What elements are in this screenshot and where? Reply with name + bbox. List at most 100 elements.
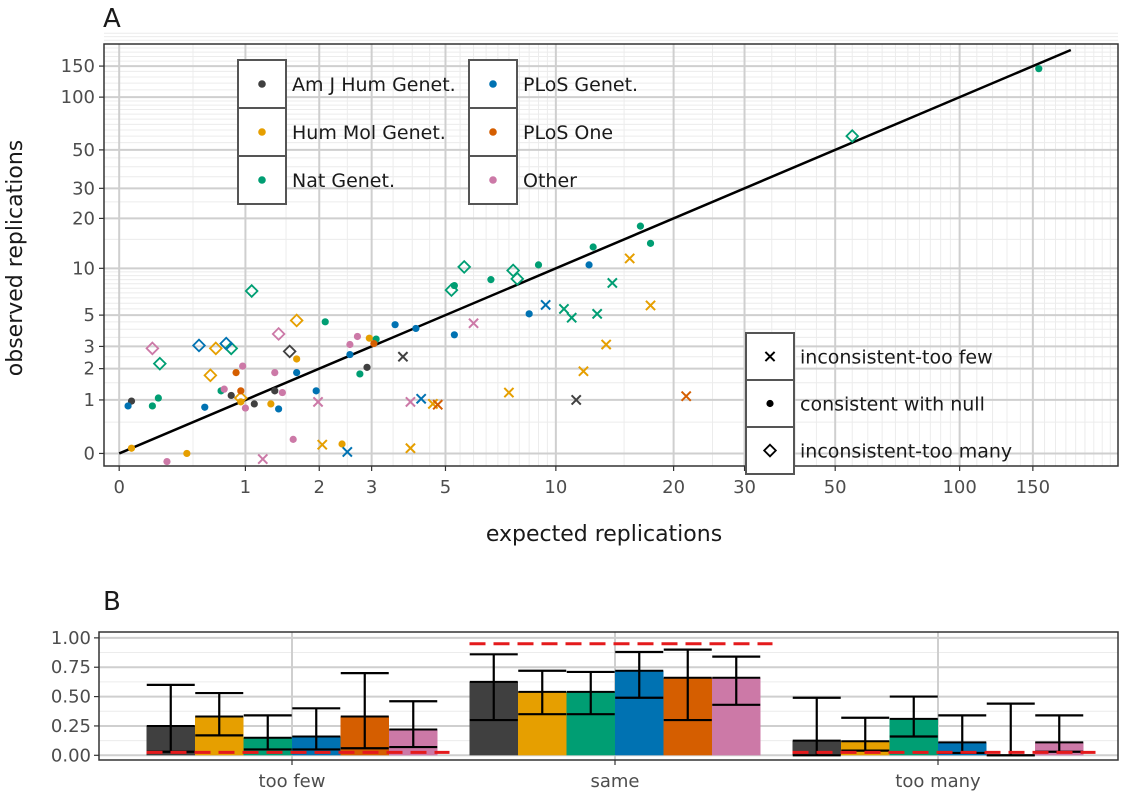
data-point (636, 222, 645, 230)
data-point (353, 332, 362, 341)
y-tick-label: 100 (61, 87, 95, 108)
data-point (589, 243, 597, 251)
legend-swatch (258, 176, 266, 184)
identity-line (118, 48, 1072, 455)
data-point (239, 362, 247, 370)
data-point (365, 334, 373, 342)
data-point (450, 281, 458, 290)
data-point (316, 439, 328, 451)
data-point (293, 368, 301, 377)
legend-label: consistent with null (800, 394, 985, 416)
data-point (405, 396, 416, 408)
legend-label: inconsistent-too many (800, 441, 1012, 463)
data-point (510, 271, 525, 286)
data-point (591, 308, 603, 320)
data-point (432, 399, 444, 411)
data-point (680, 390, 692, 402)
x-tick-label: 1 (240, 477, 251, 498)
panel-a-border (103, 43, 1119, 467)
data-point (607, 277, 618, 289)
y-tick-label: 2 (84, 359, 95, 380)
data-point (282, 344, 297, 359)
data-point (540, 299, 551, 311)
x-tick-label: too many (895, 771, 981, 792)
data-point (232, 368, 240, 377)
data-point (289, 435, 297, 443)
data-point (244, 283, 259, 299)
data-point (624, 253, 636, 264)
data-point (293, 355, 301, 363)
legend-shape (762, 443, 778, 458)
legend-swatch (489, 128, 497, 136)
data-point (145, 341, 160, 356)
data-point (203, 368, 218, 383)
y-tick-label: 50 (72, 140, 95, 161)
x-axis-label: expected replications (486, 522, 722, 547)
data-point (271, 368, 279, 377)
data-point (645, 300, 656, 311)
data-point (208, 341, 223, 356)
data-point (391, 321, 399, 329)
data-point (163, 457, 171, 466)
legend-swatch (258, 128, 266, 136)
data-point (271, 326, 286, 342)
data-point (312, 396, 324, 408)
legend-label: PLoS One (523, 122, 613, 144)
x-tick-label: 10 (544, 477, 567, 498)
data-point (578, 365, 589, 377)
legend-label: Nat Genet. (292, 170, 395, 192)
data-point (237, 398, 245, 406)
data-point (457, 259, 472, 274)
data-point (183, 449, 191, 458)
data-point (346, 340, 354, 349)
y-tick-label: 3 (84, 336, 95, 357)
data-point (585, 261, 593, 269)
x-tick-label: 50 (824, 477, 847, 498)
data-point (233, 390, 248, 406)
data-point (219, 336, 234, 351)
x-tick-label: 2 (314, 477, 325, 498)
data-point (450, 331, 458, 339)
y-tick-label: 1.00 (51, 628, 91, 649)
data-point (525, 310, 533, 318)
x-tick-label: 5 (440, 477, 451, 498)
data-point (646, 239, 655, 247)
shape-legend: inconsistent-too few consistent with null… (745, 332, 1012, 475)
data-point (124, 402, 132, 410)
data-point (220, 385, 228, 393)
x-tick-label: 0 (113, 477, 124, 498)
data-point (275, 405, 283, 413)
y-tick-label: 0.00 (51, 745, 91, 766)
data-point (566, 312, 578, 324)
legend-swatch (489, 80, 497, 88)
panel-b-label: B (103, 587, 121, 617)
x-tick-label: 3 (366, 477, 377, 498)
data-point (250, 400, 258, 408)
legend-label: Hum Mol Genet. (292, 122, 446, 144)
data-point (487, 276, 495, 284)
y-tick-label: 10 (72, 258, 95, 279)
data-point (278, 388, 286, 397)
data-point (289, 313, 304, 328)
color-legend: Am J Hum Genet. Hum Mol Genet. Nat Genet. P… (237, 59, 638, 205)
y-tick-label: 1 (84, 390, 95, 411)
bars (146, 642, 1096, 757)
y-tick-label: 0.50 (51, 687, 91, 708)
data-point (237, 387, 245, 395)
legend-shape (766, 399, 774, 408)
legend-shape (764, 351, 776, 362)
legend-label: Other (523, 170, 577, 192)
data-point (1035, 65, 1043, 73)
data-point (271, 387, 279, 395)
data-point (468, 317, 479, 329)
data-point (558, 303, 570, 315)
data-point (267, 400, 275, 408)
y-axis-label: observed replications (3, 140, 28, 376)
panel-a-label: A (103, 4, 121, 34)
data-point (503, 387, 515, 398)
data-point (600, 339, 612, 350)
data-point (127, 444, 136, 452)
y-tick-label: 20 (72, 208, 95, 229)
